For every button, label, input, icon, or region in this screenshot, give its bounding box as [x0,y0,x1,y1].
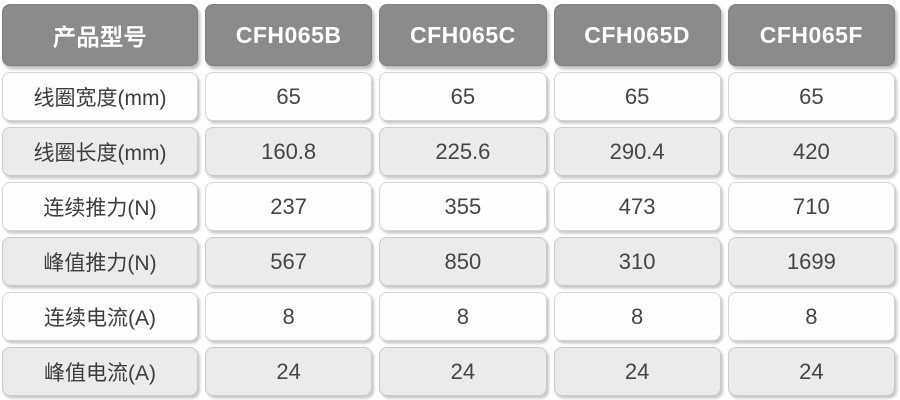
table-header-row: 产品型号 CFH065B CFH065C CFH065D CFH065F [2,4,895,66]
table-row-continuous-force: 连续推力(N) 237 355 473 710 [2,182,895,231]
table-row-continuous-current: 连续电流(A) 8 8 8 8 [2,292,895,341]
header-cell-cfh065d: CFH065D [553,4,721,66]
spec-value-cell: 8 [553,292,721,341]
spec-value-cell: 355 [379,182,547,231]
spec-value-cell: 290.4 [553,127,721,176]
spec-value-cell: 710 [727,182,895,231]
spec-value-cell: 65 [553,72,721,121]
spec-value-cell: 473 [553,182,721,231]
row-label: 线圈长度(mm) [2,127,198,176]
spec-value-cell: 237 [205,182,373,231]
header-cell-cfh065b: CFH065B [205,4,373,66]
spec-value-cell: 24 [727,347,895,396]
table-row-peak-current: 峰值电流(A) 24 24 24 24 [2,347,895,396]
spec-value-cell: 8 [205,292,373,341]
spec-value-cell: 8 [379,292,547,341]
spec-value-cell: 65 [379,72,547,121]
spec-value-cell: 65 [205,72,373,121]
header-cell-cfh065f: CFH065F [727,4,895,66]
spec-value-cell: 310 [553,237,721,286]
spec-value-cell: 160.8 [205,127,373,176]
row-label: 连续电流(A) [2,292,198,341]
spec-value-cell: 24 [553,347,721,396]
spec-value-cell: 65 [727,72,895,121]
spec-value-cell: 225.6 [379,127,547,176]
header-cell-cfh065c: CFH065C [379,4,547,66]
table-row-coil-width: 线圈宽度(mm) 65 65 65 65 [2,72,895,121]
spec-value-cell: 850 [379,237,547,286]
spec-value-cell: 420 [727,127,895,176]
spec-value-cell: 8 [727,292,895,341]
row-label: 连续推力(N) [2,182,198,231]
spec-value-cell: 1699 [727,237,895,286]
row-label: 峰值推力(N) [2,237,198,286]
header-cell-product-model: 产品型号 [2,4,198,66]
spec-value-cell: 567 [205,237,373,286]
spec-value-cell: 24 [379,347,547,396]
row-label: 峰值电流(A) [2,347,198,396]
row-label: 线圈宽度(mm) [2,72,198,121]
table-row-coil-length: 线圈长度(mm) 160.8 225.6 290.4 420 [2,127,895,176]
table-row-peak-force: 峰值推力(N) 567 850 310 1699 [2,237,895,286]
spec-value-cell: 24 [205,347,373,396]
